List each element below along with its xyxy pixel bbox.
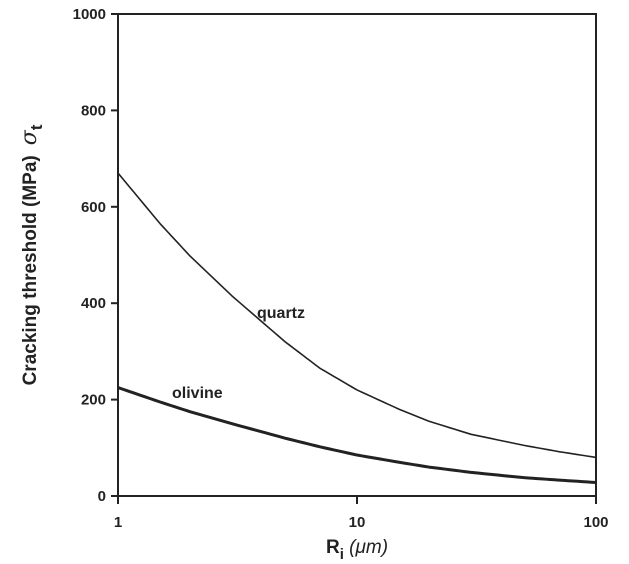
series-line-quartz: [117, 172, 597, 459]
series-label-quartz: quartz: [257, 305, 305, 322]
x-axis-label-sub: i: [340, 546, 344, 563]
x-tick-label: 1: [114, 514, 122, 531]
x-tick-label: 10: [349, 514, 366, 531]
series-label-olivine: olivine: [172, 385, 223, 402]
x-axis-label-unit: (μm): [344, 537, 388, 558]
y-tick-label: 600: [81, 199, 106, 216]
y-tick-label: 800: [81, 102, 106, 119]
y-tick-label: 0: [98, 488, 106, 505]
x-axis-label-main: R: [326, 537, 340, 558]
y-axis-label: Cracking threshold (MPa) σt: [17, 124, 46, 385]
series-lines: [117, 172, 597, 484]
y-axis-label-main: Cracking threshold (MPa): [20, 155, 41, 385]
tick-marks: [111, 13, 597, 504]
y-axis-label-symbol: σ: [17, 129, 42, 145]
y-tick-label: 200: [81, 392, 106, 409]
y-axis-label-sub: t: [27, 124, 46, 130]
y-tick-label: 1000: [73, 6, 106, 23]
x-tick-label: 100: [583, 514, 608, 531]
x-axis-label: Ri (μm): [326, 537, 388, 563]
y-tick-label: 400: [81, 295, 106, 312]
series-line-olivine: [117, 386, 597, 484]
